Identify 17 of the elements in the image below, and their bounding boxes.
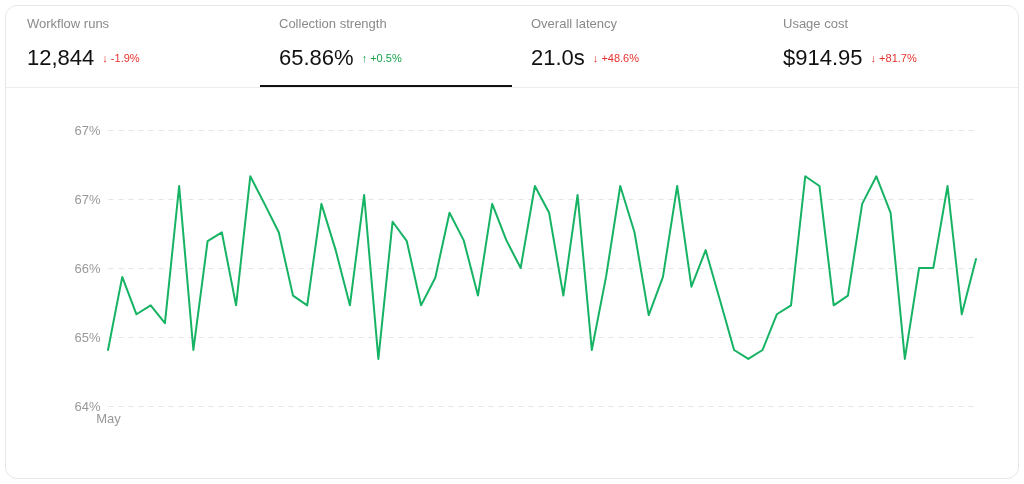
text: ↓ -1.9% xyxy=(102,52,140,64)
text: Usage cost xyxy=(783,16,849,31)
text: Collection strength xyxy=(279,16,387,31)
text: 65.86% xyxy=(279,45,354,70)
y-tick-label: 67% xyxy=(74,122,101,138)
text: Workflow runs xyxy=(27,16,110,31)
text: ↑ +0.5% xyxy=(361,52,402,64)
y-tick-label: 66% xyxy=(74,260,101,276)
text: ↓ +81.7% xyxy=(870,52,917,64)
text: 21.0s xyxy=(531,45,585,70)
y-tick-label: 65% xyxy=(74,329,101,345)
text: 12,844 xyxy=(27,45,95,70)
line-series xyxy=(107,175,977,360)
text: ↓ +48.6% xyxy=(592,52,639,64)
text: Overall latency xyxy=(531,16,617,31)
text: $914.95 xyxy=(783,45,863,70)
y-tick-label: 67% xyxy=(74,191,101,207)
